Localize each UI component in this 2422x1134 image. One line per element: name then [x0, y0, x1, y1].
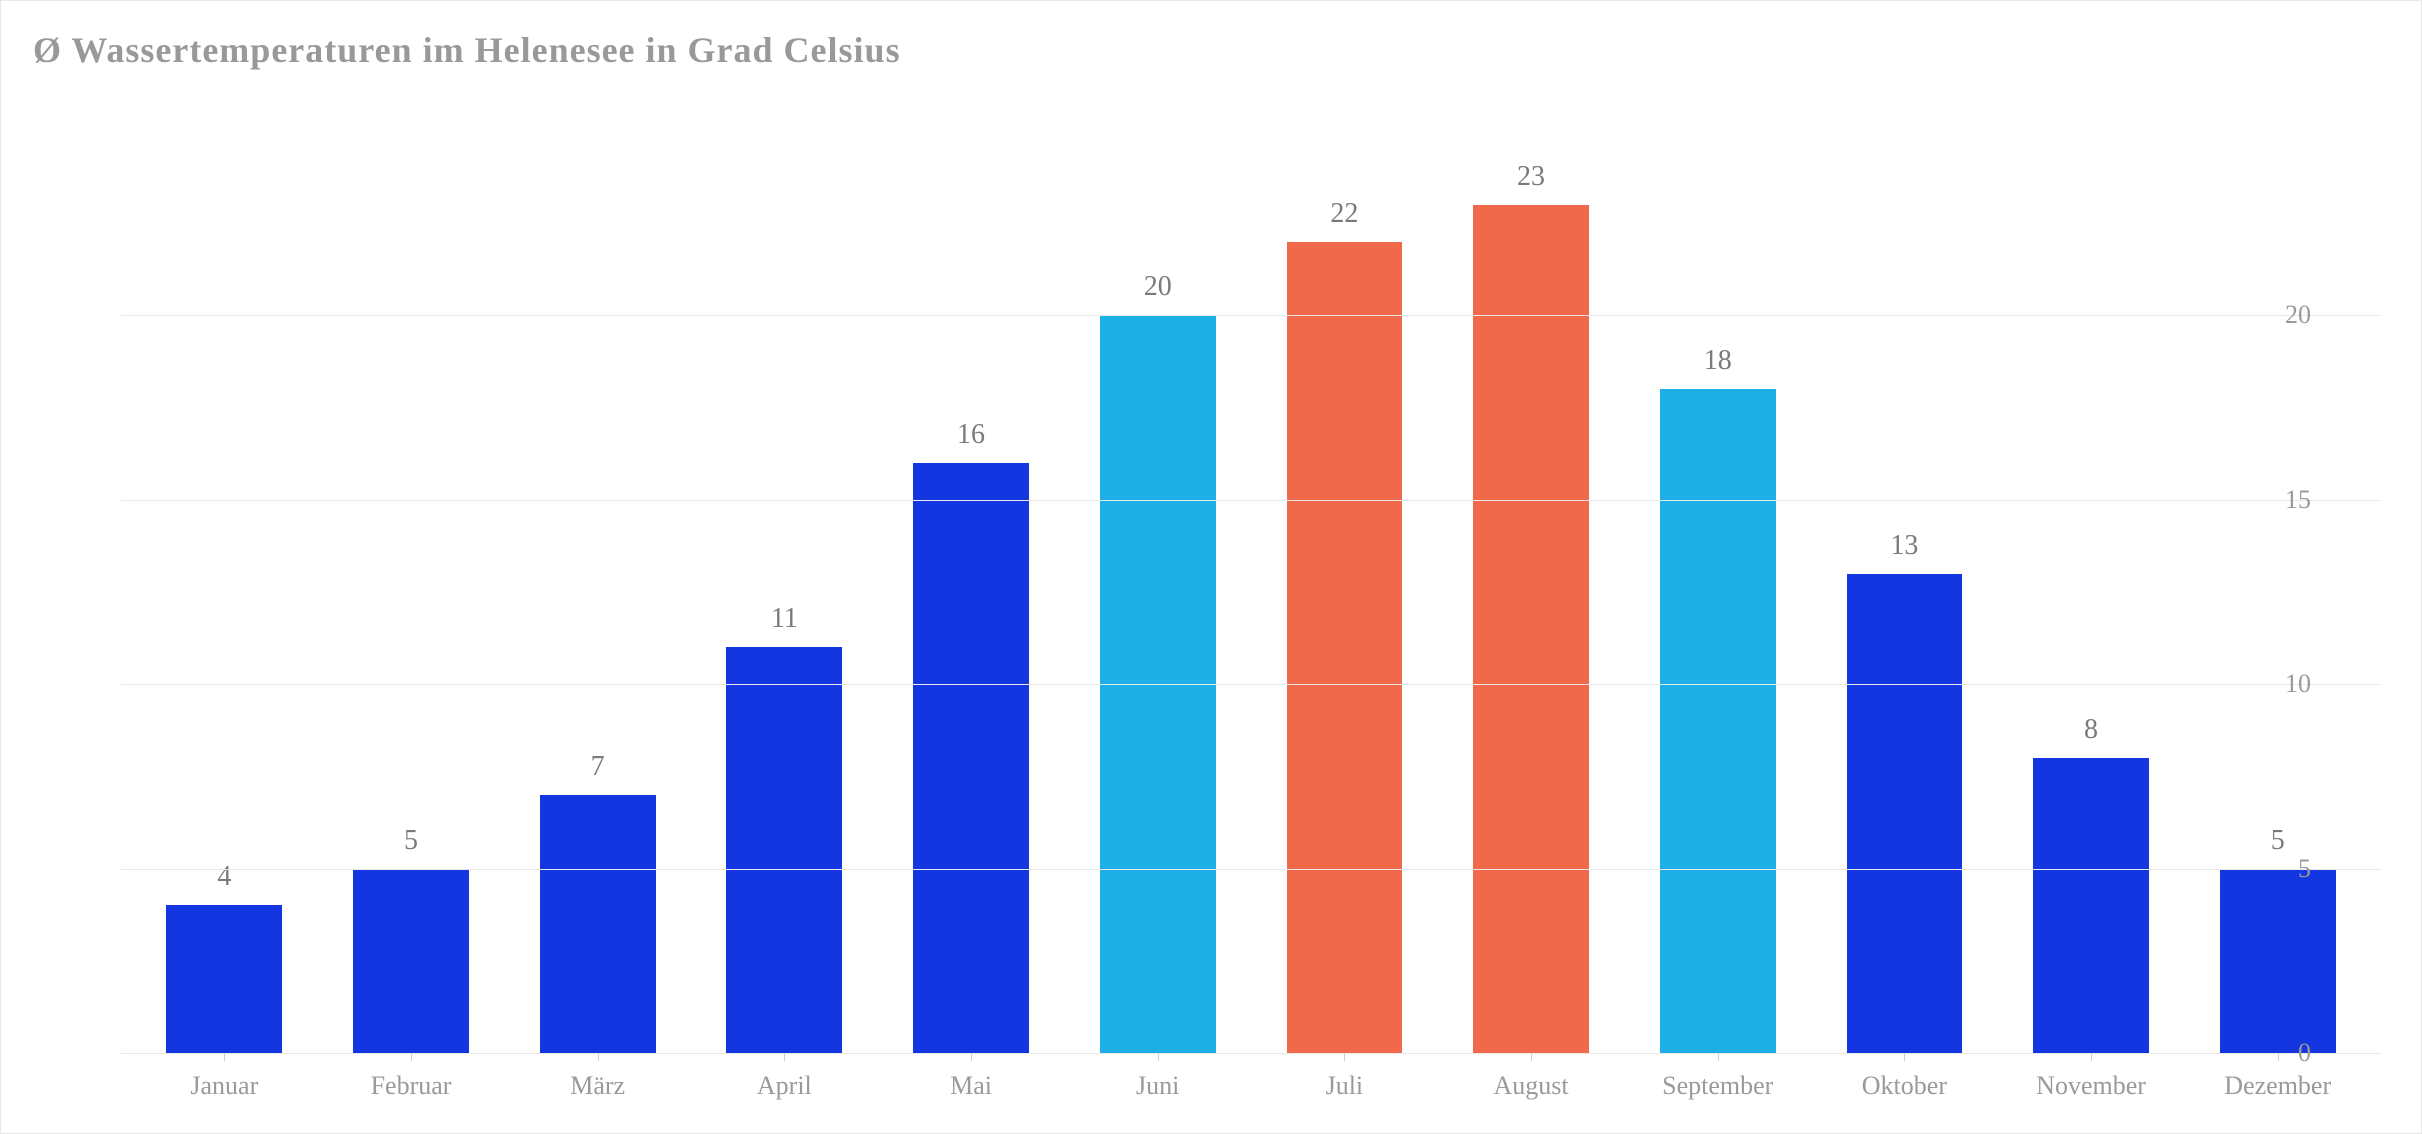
y-tick-label: 15: [2261, 485, 2311, 515]
x-axis-label: November: [2036, 1071, 2146, 1101]
x-tick-mark: [1344, 1053, 1345, 1061]
bar-value-label: 23: [1517, 161, 1545, 193]
bar: [726, 647, 842, 1053]
bar-group: 13Oktober: [1811, 131, 1998, 1053]
bar-value-label: 11: [771, 603, 798, 635]
bar-value-label: 20: [1144, 271, 1172, 303]
x-axis-label: Oktober: [1862, 1071, 1947, 1101]
bar: [1847, 574, 1963, 1053]
bar-group: 11April: [691, 131, 878, 1053]
grid-line: [121, 684, 2381, 685]
x-tick-mark: [2091, 1053, 2092, 1061]
chart-container: Ø Wassertemperaturen im Helenesee in Gra…: [0, 0, 2422, 1134]
bar: [2220, 869, 2336, 1053]
grid-line: [121, 500, 2381, 501]
bar-value-label: 22: [1330, 198, 1358, 230]
bar-group: 4Januar: [131, 131, 318, 1053]
x-tick-mark: [1531, 1053, 1532, 1061]
bar-group: 18September: [1624, 131, 1811, 1053]
y-tick-label: 0: [2261, 1038, 2311, 1068]
x-tick-mark: [784, 1053, 785, 1061]
x-axis-label: Mai: [950, 1071, 992, 1101]
bar: [1473, 205, 1589, 1053]
bar: [1287, 242, 1403, 1053]
grid-line: [121, 869, 2381, 870]
chart-title: Ø Wassertemperaturen im Helenesee in Gra…: [33, 29, 901, 71]
y-tick-label: 20: [2261, 300, 2311, 330]
bar-group: 5Dezember: [2184, 131, 2371, 1053]
x-axis-label: Januar: [190, 1071, 258, 1101]
bar-group: 5Februar: [318, 131, 505, 1053]
bar: [353, 869, 469, 1053]
bar-value-label: 18: [1704, 345, 1732, 377]
plot-area: 4Januar5Februar7März11April16Mai20Juni22…: [121, 131, 2381, 1053]
grid-line: [121, 1053, 2381, 1054]
x-tick-mark: [971, 1053, 972, 1061]
bar-value-label: 5: [2271, 825, 2285, 857]
y-tick-label: 10: [2261, 669, 2311, 699]
bar-group: 23August: [1438, 131, 1625, 1053]
x-axis-label: Dezember: [2224, 1071, 2331, 1101]
bar-value-label: 8: [2084, 714, 2098, 746]
x-tick-mark: [224, 1053, 225, 1061]
x-axis-label: April: [757, 1071, 812, 1101]
x-axis-label: September: [1662, 1071, 1773, 1101]
y-tick-label: 5: [2261, 854, 2311, 884]
x-axis-label: März: [570, 1071, 625, 1101]
bar: [2033, 758, 2149, 1053]
x-axis-label: Juli: [1326, 1071, 1364, 1101]
x-axis-label: Februar: [371, 1071, 452, 1101]
bar-group: 16Mai: [878, 131, 1065, 1053]
bar-value-label: 4: [217, 861, 231, 893]
bar-group: 8November: [1998, 131, 2185, 1053]
x-tick-mark: [598, 1053, 599, 1061]
bar: [166, 905, 282, 1053]
bars-area: 4Januar5Februar7März11April16Mai20Juni22…: [121, 131, 2381, 1053]
grid-line: [121, 315, 2381, 316]
bar: [540, 795, 656, 1053]
bar-value-label: 7: [591, 751, 605, 783]
bar-value-label: 5: [404, 825, 418, 857]
x-axis-label: Juni: [1136, 1071, 1179, 1101]
bar: [1660, 389, 1776, 1053]
bar-value-label: 13: [1890, 530, 1918, 562]
bar-value-label: 16: [957, 419, 985, 451]
bar-group: 20Juni: [1064, 131, 1251, 1053]
x-axis-label: August: [1493, 1071, 1568, 1101]
bar: [913, 463, 1029, 1053]
x-tick-mark: [1904, 1053, 1905, 1061]
bar-group: 7März: [504, 131, 691, 1053]
x-tick-mark: [1718, 1053, 1719, 1061]
x-tick-mark: [1158, 1053, 1159, 1061]
x-tick-mark: [411, 1053, 412, 1061]
bar-group: 22Juli: [1251, 131, 1438, 1053]
